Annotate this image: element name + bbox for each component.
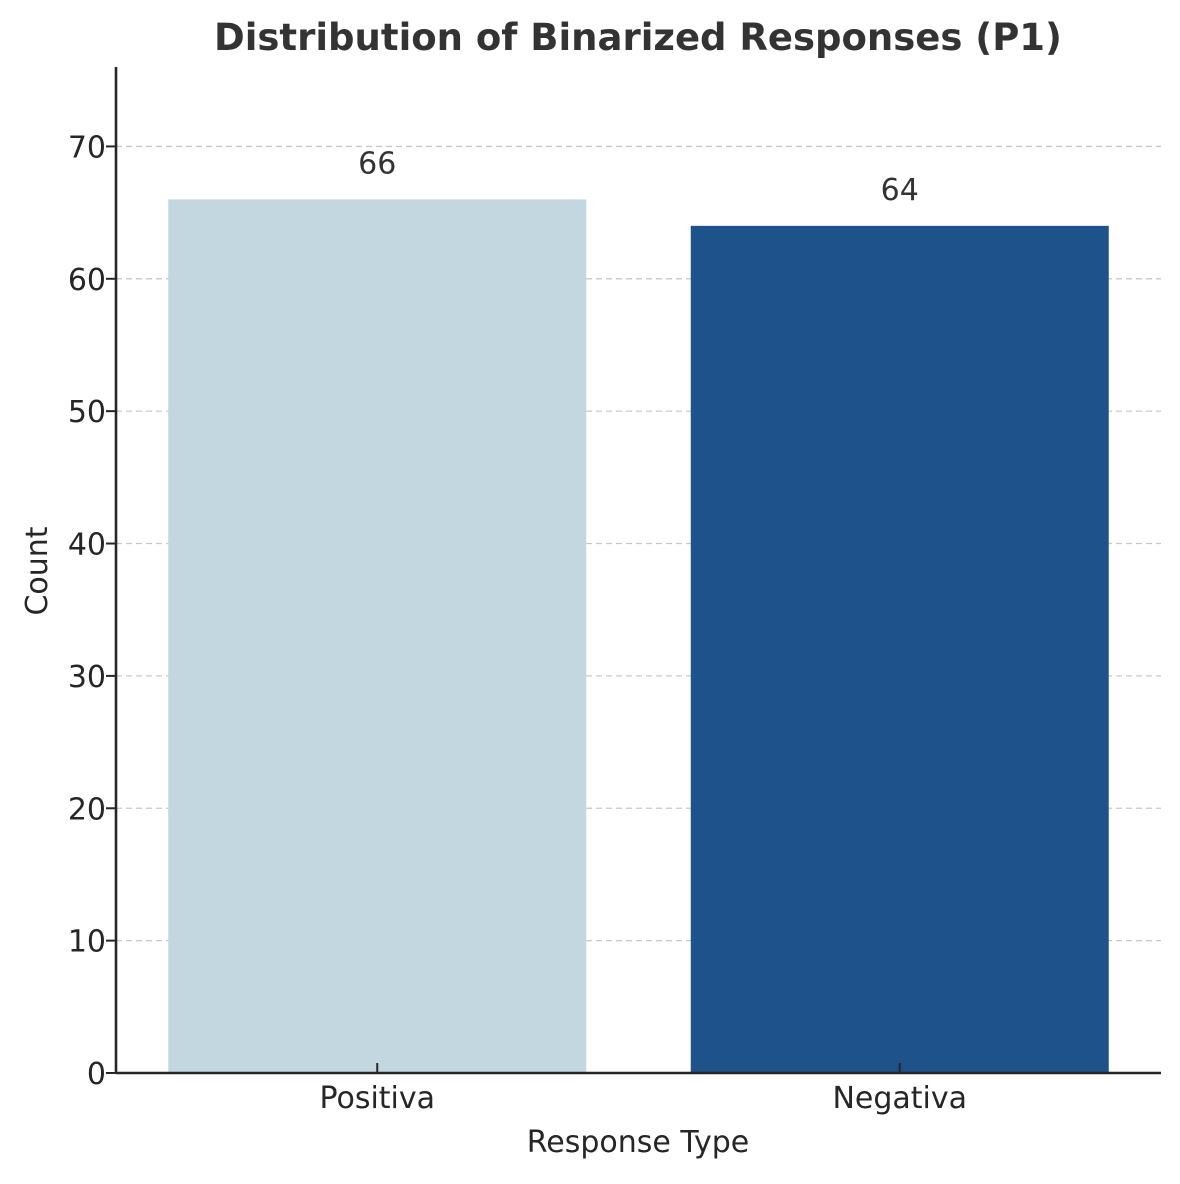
data-label: 64 <box>881 173 919 208</box>
y-tick-label: 40 <box>68 528 106 563</box>
ticks: 0 10 20 30 40 50 60 70 Positiva Negativa <box>68 130 967 1116</box>
data-label: 66 <box>358 146 396 181</box>
y-tick-label: 0 <box>87 1057 106 1092</box>
data-labels: 66 64 <box>358 146 919 207</box>
bar-negativa <box>690 225 1109 1073</box>
y-axis-label: Count <box>20 526 55 615</box>
chart-title: Distribution of Binarized Responses (P1) <box>214 16 1062 59</box>
bar-positiva <box>168 199 587 1074</box>
x-tick-label: Positiva <box>319 1081 435 1116</box>
axes <box>114 67 1161 1075</box>
y-tick-label: 10 <box>68 925 106 960</box>
y-tick-label: 20 <box>68 792 106 827</box>
y-tick-label: 30 <box>68 660 106 695</box>
x-tick-label: Negativa <box>832 1081 967 1116</box>
x-axis-label: Response Type <box>527 1125 750 1160</box>
y-tick-label: 70 <box>68 130 106 165</box>
y-tick-label: 60 <box>68 263 106 298</box>
bars <box>168 199 1109 1074</box>
y-tick-label: 50 <box>68 395 106 430</box>
